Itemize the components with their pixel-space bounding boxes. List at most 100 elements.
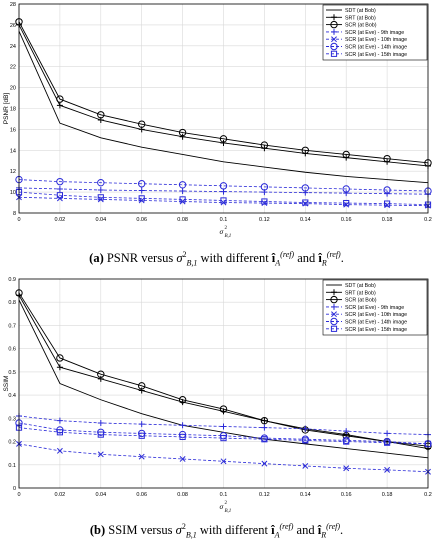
caption-text: SSIM versus <box>108 523 173 538</box>
caption-sigma-sub: B,1 <box>186 258 198 268</box>
series-line <box>18 187 429 195</box>
legend-label: SCR (at Eve) - 14th image <box>345 320 407 326</box>
y-tick-label: 0 <box>13 486 16 492</box>
y-axis-label: PSNR [dB] <box>3 93 10 125</box>
x-tick-label: 0.18 <box>382 217 393 223</box>
data-point <box>97 178 105 187</box>
legend-item: SCR (at Eve) - 15th image <box>326 325 407 333</box>
data-point <box>219 405 228 413</box>
data-point <box>384 200 391 207</box>
caption-label: (b) <box>89 523 106 538</box>
legend-marker <box>330 50 338 57</box>
data-point <box>343 438 350 445</box>
x-tick-label: 0.14 <box>300 492 311 498</box>
x-tick-label: 0 <box>17 217 20 223</box>
data-point <box>56 447 63 454</box>
y-tick-label: 20 <box>10 86 16 92</box>
data-point <box>219 135 228 143</box>
data-point <box>179 456 186 462</box>
data-point <box>56 177 64 186</box>
caption-text: with different <box>199 523 268 538</box>
data-point <box>261 424 268 431</box>
data-point <box>302 462 309 469</box>
y-axis-label: SSIM <box>3 376 10 392</box>
axes-frame <box>18 3 429 214</box>
legend-marker <box>331 289 337 296</box>
x-tick-label: 0.08 <box>177 492 188 498</box>
legend-label: SCR (at Eve) - 15th image <box>345 327 407 333</box>
series-scr-at-eve-10th-image <box>16 194 431 209</box>
data-point <box>56 354 64 362</box>
data-point <box>220 139 227 146</box>
legend-marker <box>330 295 338 304</box>
data-point <box>178 396 187 404</box>
data-point <box>97 451 104 458</box>
data-point <box>56 195 63 202</box>
caption-i-sub: R <box>321 530 327 540</box>
x-axis-label-sup: 2 <box>225 226 228 231</box>
data-point <box>219 182 228 190</box>
caption-i-hat: î <box>318 251 322 266</box>
series-line <box>18 292 429 447</box>
x-axis-label-sup: 2 <box>225 501 228 506</box>
x-tick-label: 0.04 <box>95 492 106 498</box>
series-line <box>18 21 429 164</box>
x-tick-label: 0.2 <box>424 492 432 498</box>
data-point <box>261 436 268 443</box>
data-point <box>56 429 63 436</box>
x-tick-label: 0.04 <box>95 217 106 223</box>
x-tick-label: 0.12 <box>259 217 270 223</box>
caption-text: and <box>297 251 316 266</box>
x-axis-label: σ <box>220 227 224 236</box>
data-point <box>301 435 309 443</box>
data-point <box>138 432 145 439</box>
x-tick-label: 0.2 <box>424 217 432 223</box>
caption-sigma-sub: B,1 <box>185 530 197 540</box>
data-point <box>343 199 350 207</box>
legend-label: SCR (at Eve) - 9th image <box>345 30 404 36</box>
y-tick-label: 0.2 <box>8 440 16 446</box>
data-point <box>302 425 309 432</box>
legend-item: SCR (at Bob) <box>326 20 377 29</box>
data-point <box>260 416 269 425</box>
legend: SDT (at Bob)SRT (at Bob)SCR (at Bob)SCR … <box>322 279 428 336</box>
data-point <box>179 133 186 140</box>
legend-marker <box>330 325 338 332</box>
caption-text: and <box>296 523 315 538</box>
data-point <box>343 190 350 197</box>
legend-label: SCR (at Eve) - 15th image <box>345 52 407 58</box>
legend-marker <box>330 42 338 51</box>
data-point <box>138 195 145 202</box>
caption-text: PSNR versus <box>106 251 174 266</box>
series-line <box>18 415 429 435</box>
y-tick-label: 0.8 <box>8 300 16 306</box>
series-line <box>18 191 429 206</box>
caption-i-sup: (ref) <box>326 522 341 531</box>
caption-i-sup: (ref) <box>279 522 294 531</box>
x-tick-label: 0.16 <box>341 492 352 498</box>
y-tick-label: 8 <box>13 211 16 217</box>
data-point <box>343 465 350 472</box>
legend-item: SCR (at Eve) - 10th image <box>326 36 407 43</box>
data-point <box>97 419 104 426</box>
legend-item: SRT (at Bob) <box>326 14 376 21</box>
y-tick-label: 10 <box>10 190 16 196</box>
legend-marker <box>331 303 337 310</box>
data-point <box>220 434 227 442</box>
data-point <box>97 194 104 201</box>
legend-marker <box>331 36 337 43</box>
data-point <box>302 199 309 206</box>
x-tick-label: 0.14 <box>300 217 311 223</box>
legend-item: SCR (at Bob) <box>326 295 377 304</box>
x-tick-label: 0.06 <box>136 492 147 498</box>
data-point <box>97 370 105 378</box>
data-point <box>384 439 391 446</box>
caption-text: with different <box>200 251 269 266</box>
data-point <box>178 128 187 137</box>
x-tick-label: 0.1 <box>220 217 228 223</box>
data-point <box>260 141 269 149</box>
y-tick-label: 24 <box>10 44 16 50</box>
data-point <box>342 436 350 445</box>
legend-label: SCR (at Eve) - 14th image <box>345 45 407 51</box>
data-point <box>56 364 63 371</box>
